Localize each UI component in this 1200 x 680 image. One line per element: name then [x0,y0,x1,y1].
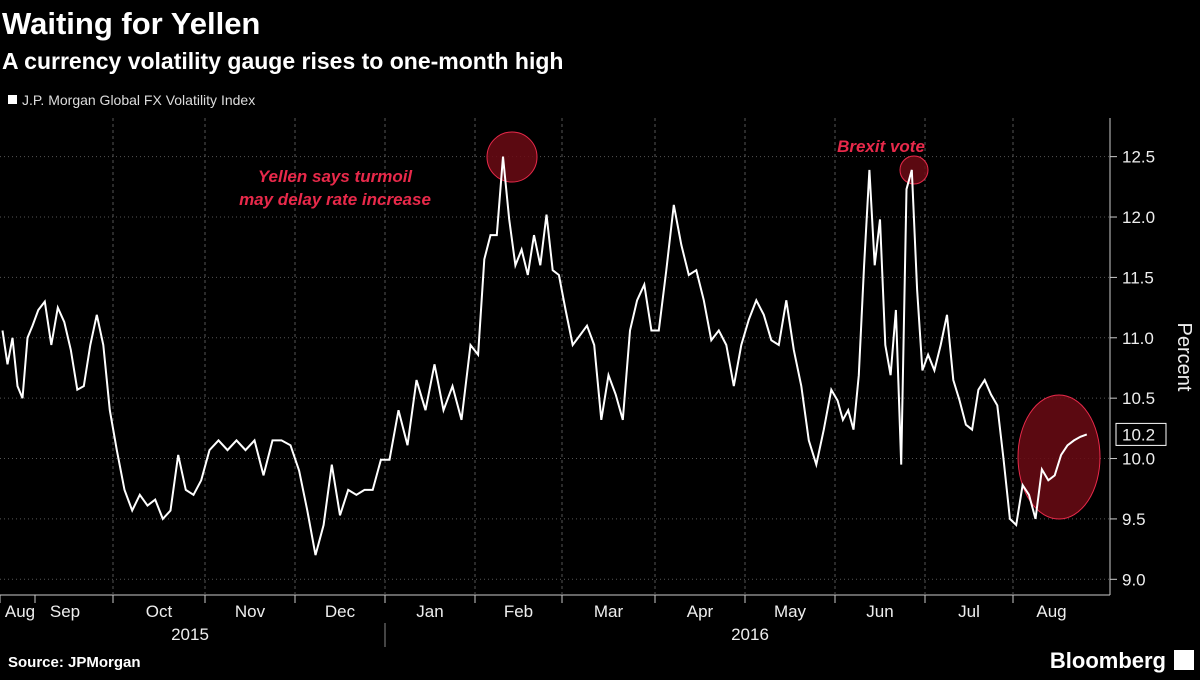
line [1,156,1088,556]
x-tick-label: Jun [866,602,893,621]
year-label: 2016 [731,625,769,644]
highlight-circle [899,155,929,185]
x-tick-label: Jul [958,602,980,621]
y-tick-label: 11.0 [1122,329,1154,348]
x-tick-label: Nov [235,602,266,621]
x-tick-label: Apr [687,602,714,621]
x-tick-label: Aug [5,602,35,621]
y-tick-label: 10.0 [1122,450,1155,469]
x-tick-label: Aug [1036,602,1066,621]
legend-label: J.P. Morgan Global FX Volatility Index [22,92,255,108]
annotation: Yellen says turmoil [258,167,414,186]
brand: Bloomberg [1050,648,1166,673]
x-tick-label: Dec [325,602,356,621]
x-tick-label: Feb [504,602,533,621]
legend-swatch [8,95,17,104]
annotation: may delay rate increase [239,190,431,209]
x-tick-label: Jan [416,602,443,621]
brand-icon [1174,650,1194,670]
y-tick-label: 11.5 [1122,268,1154,287]
x-tick-label: May [774,602,807,621]
x-tick-label: Sep [50,602,80,621]
plot: 10.2 [1,156,1167,556]
last-value-label: 10.2 [1122,425,1155,444]
highlight-circle [486,131,538,183]
chart-title: Waiting for Yellen [2,6,260,41]
y-tick-label: 12.5 [1122,148,1155,167]
year-label: 2015 [171,625,209,644]
y-tick-label: 9.0 [1122,570,1146,589]
last-value-box [1115,422,1167,446]
y-tick-label: 12.0 [1122,208,1155,227]
source: Source: JPMorgan [8,654,141,671]
y-tick-label: 10.5 [1122,389,1155,408]
grid: 9.0 9.5 10.0 10.5 11.0 11.5 12.0 12.5 Aug Sep Oct N… [0,118,1155,647]
x-tick-label: Mar [594,602,624,621]
y-axis-label: Percent [1173,323,1195,392]
chart-subtitle: A currency volatility gauge rises to one… [2,48,563,74]
x-tick-label: Oct [146,602,173,621]
y-tick-label: 9.5 [1122,510,1146,529]
annotation: Brexit vote [837,137,925,156]
